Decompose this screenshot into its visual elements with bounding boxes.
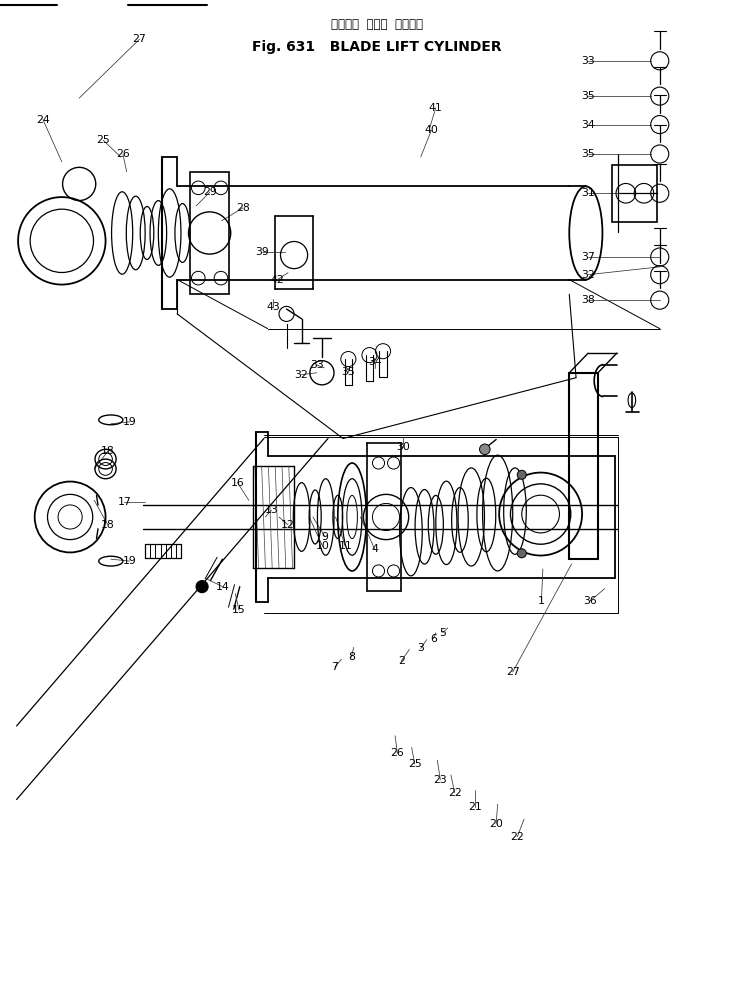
Text: 41: 41	[429, 103, 443, 113]
Circle shape	[196, 581, 208, 593]
Text: 8: 8	[348, 652, 355, 662]
Circle shape	[517, 470, 526, 480]
Text: 15: 15	[232, 605, 246, 615]
Text: 37: 37	[581, 252, 595, 262]
Text: 9: 9	[321, 532, 329, 542]
Text: 19: 19	[123, 556, 136, 566]
Text: 29: 29	[203, 187, 216, 197]
Text: 34: 34	[581, 120, 595, 129]
Text: 13: 13	[265, 505, 278, 515]
Text: 5: 5	[439, 628, 446, 638]
Text: 28: 28	[236, 203, 250, 213]
Text: 18: 18	[101, 446, 115, 456]
Text: 31: 31	[581, 188, 595, 198]
Text: 26: 26	[391, 749, 404, 758]
Text: 22: 22	[510, 832, 524, 842]
Text: 42: 42	[271, 275, 284, 284]
Text: 1: 1	[538, 596, 545, 606]
Text: ブレード  リフト  シリンダ: ブレード リフト シリンダ	[331, 18, 423, 31]
Text: 32: 32	[581, 270, 595, 280]
Circle shape	[517, 548, 526, 558]
Text: 14: 14	[216, 582, 229, 592]
Text: 25: 25	[408, 759, 421, 769]
Text: 7: 7	[331, 662, 339, 672]
Text: 36: 36	[583, 596, 596, 606]
Text: 2: 2	[397, 656, 405, 666]
Text: 30: 30	[397, 442, 410, 452]
Text: 4: 4	[371, 544, 379, 554]
Bar	[190, 172, 229, 294]
Text: 10: 10	[316, 542, 329, 551]
Text: 20: 20	[489, 819, 503, 829]
Text: 33: 33	[581, 56, 595, 66]
Text: 12: 12	[281, 520, 295, 530]
Text: 21: 21	[468, 802, 482, 812]
Text: 17: 17	[118, 497, 131, 507]
Text: 16: 16	[231, 478, 244, 488]
Text: 33: 33	[310, 360, 323, 370]
Text: 40: 40	[425, 126, 438, 135]
Text: 18: 18	[101, 520, 115, 530]
Text: Fig. 631   BLADE LIFT CYLINDER: Fig. 631 BLADE LIFT CYLINDER	[252, 40, 502, 54]
Text: 32: 32	[294, 370, 308, 380]
Text: 43: 43	[266, 302, 280, 312]
Text: 19: 19	[123, 417, 136, 427]
Text: 22: 22	[448, 788, 461, 798]
Text: 24: 24	[36, 115, 50, 125]
Text: 35: 35	[581, 91, 595, 101]
Text: 35: 35	[342, 367, 355, 377]
Bar	[612, 165, 657, 222]
Text: 26: 26	[116, 149, 130, 159]
Circle shape	[480, 444, 490, 454]
Text: 38: 38	[581, 295, 595, 305]
Text: 3: 3	[417, 644, 425, 653]
Text: 23: 23	[434, 775, 447, 785]
Text: 35: 35	[581, 149, 595, 159]
Text: 27: 27	[506, 667, 520, 677]
Text: 27: 27	[133, 34, 146, 44]
Text: 11: 11	[339, 542, 352, 551]
Text: 25: 25	[97, 135, 110, 145]
Text: 34: 34	[368, 357, 382, 367]
Text: 6: 6	[430, 634, 437, 644]
Text: 39: 39	[256, 247, 269, 257]
